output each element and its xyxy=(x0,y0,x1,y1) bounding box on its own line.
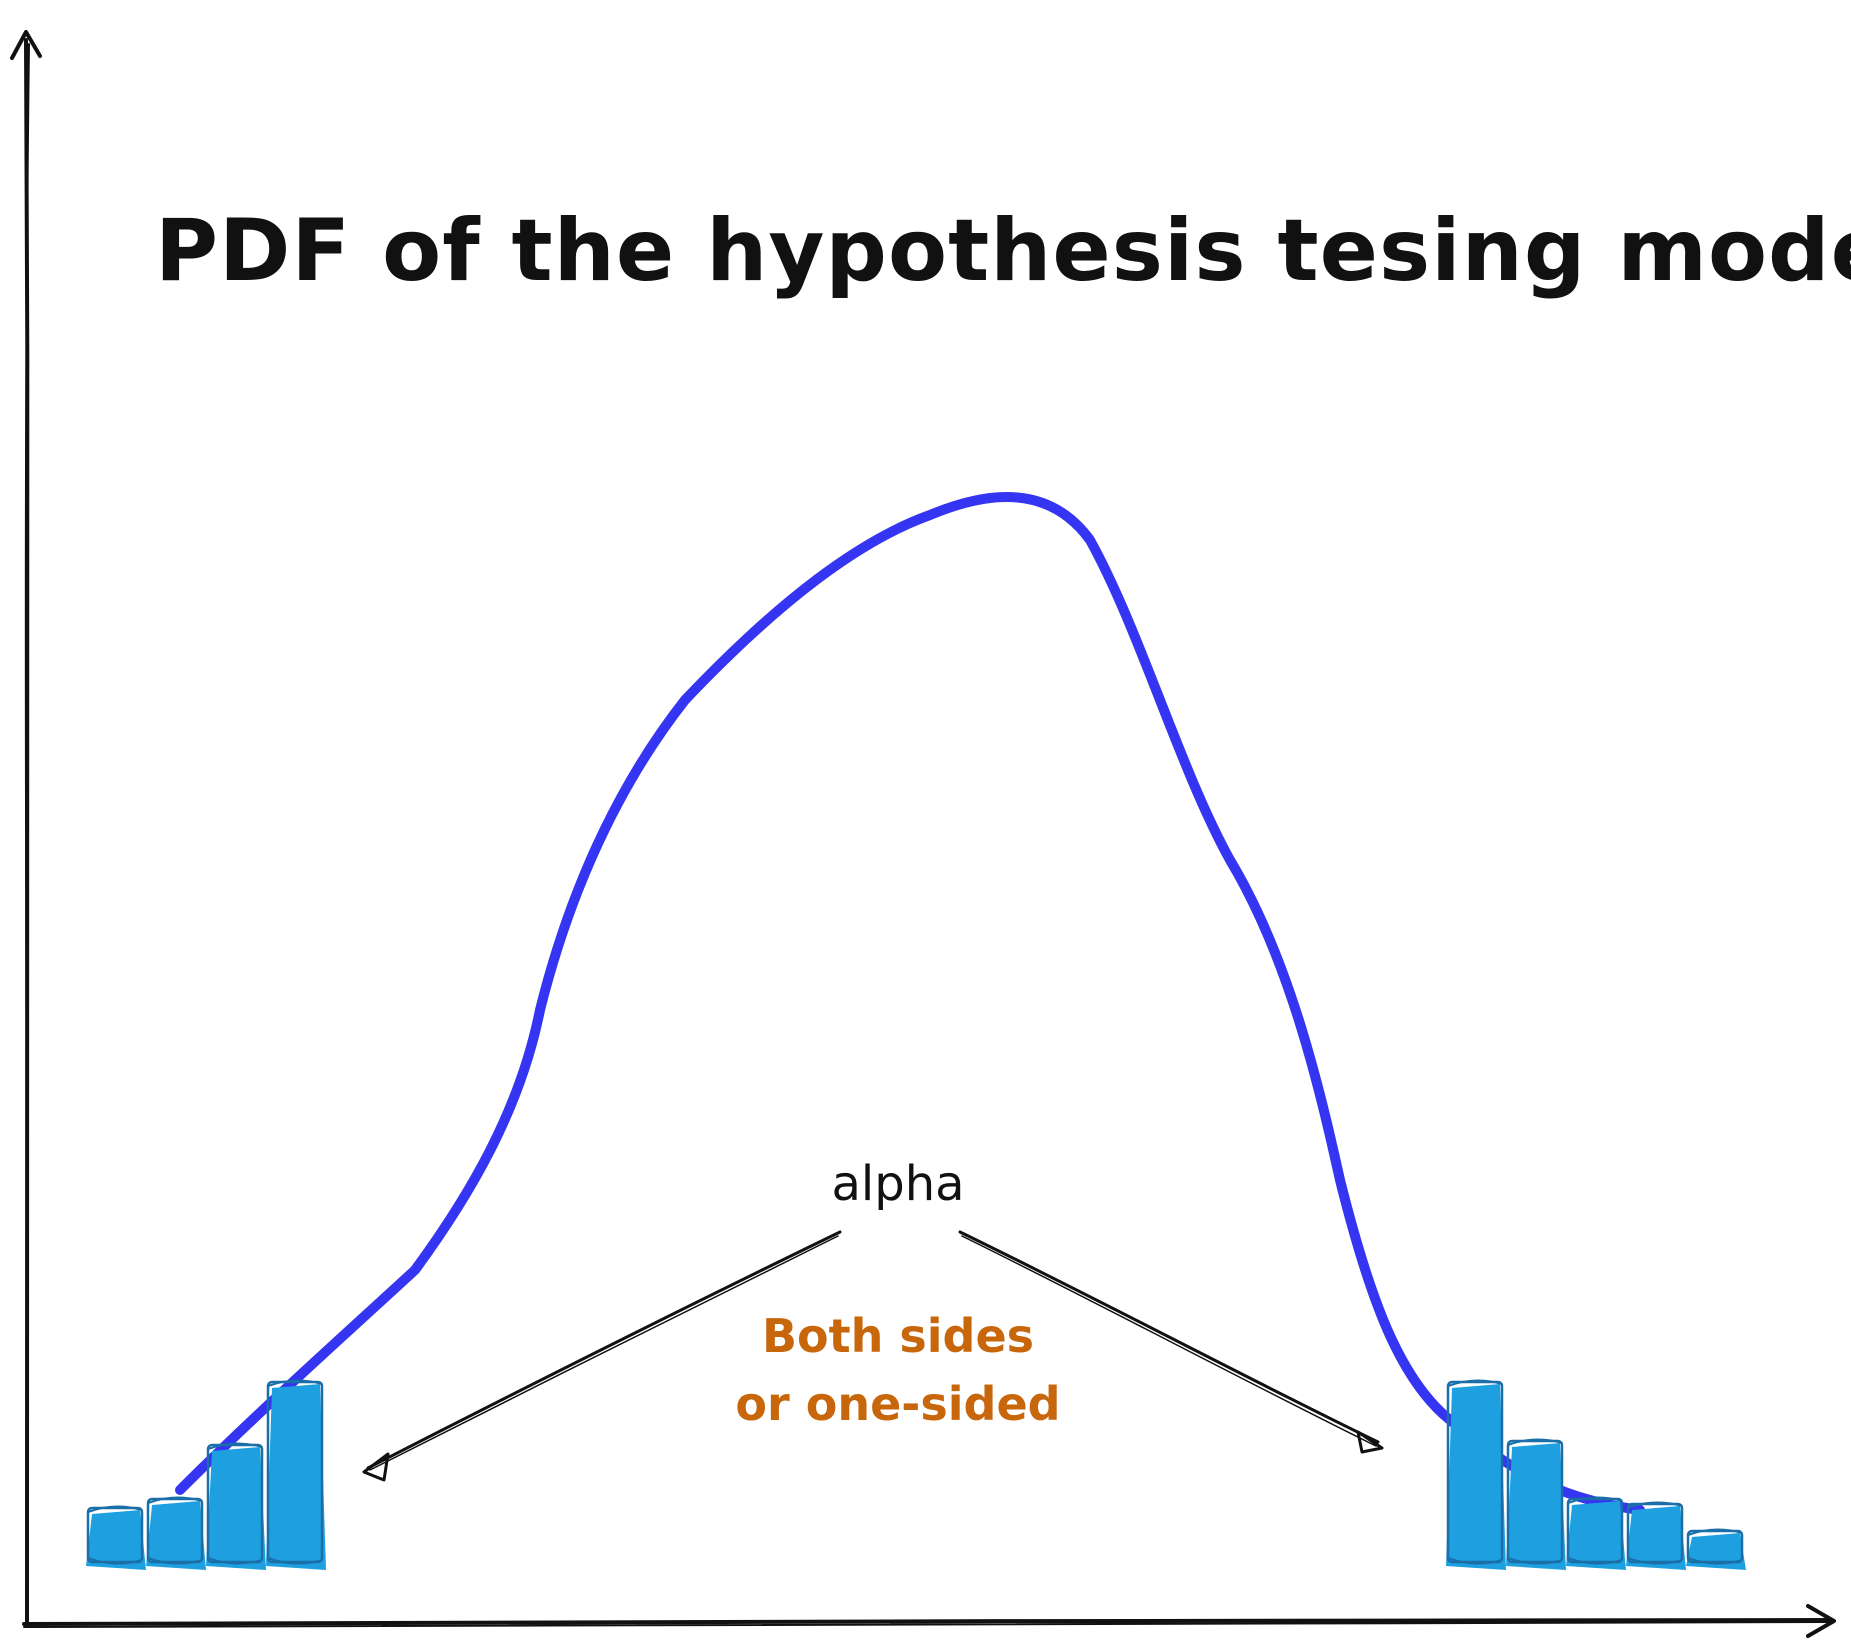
x-axis xyxy=(22,1604,1836,1638)
left-tail-bar-1 xyxy=(86,1505,146,1570)
note-line-1: Both sides xyxy=(762,1309,1034,1363)
left-tail-bar-3 xyxy=(206,1442,266,1570)
right-tail-bar-3 xyxy=(1566,1496,1626,1570)
arrow-right-icon xyxy=(1806,1604,1836,1638)
arrowhead-right-icon xyxy=(1356,1430,1384,1454)
arrowhead-left-icon xyxy=(362,1452,390,1482)
alpha-label: alpha xyxy=(831,1156,964,1212)
right-tail-bars xyxy=(1446,1379,1746,1570)
left-tail-bar-2 xyxy=(146,1496,206,1570)
note-line-2: or one-sided xyxy=(735,1377,1060,1431)
left-tail-bars xyxy=(86,1379,326,1570)
alpha-arrow-left xyxy=(362,1230,842,1482)
right-tail-bar-2 xyxy=(1506,1438,1566,1570)
right-tail-bar-1 xyxy=(1446,1379,1506,1570)
y-axis xyxy=(10,30,42,1627)
left-tail-bar-4 xyxy=(266,1379,326,1570)
diagram-title: PDF of the hypothesis tesing model xyxy=(155,201,1851,301)
arrow-up-icon xyxy=(10,30,42,60)
pdf-curve xyxy=(175,492,1645,1515)
right-tail-bar-5 xyxy=(1686,1528,1746,1570)
alpha-arrow-right xyxy=(958,1230,1384,1454)
right-tail-bar-4 xyxy=(1626,1501,1686,1570)
